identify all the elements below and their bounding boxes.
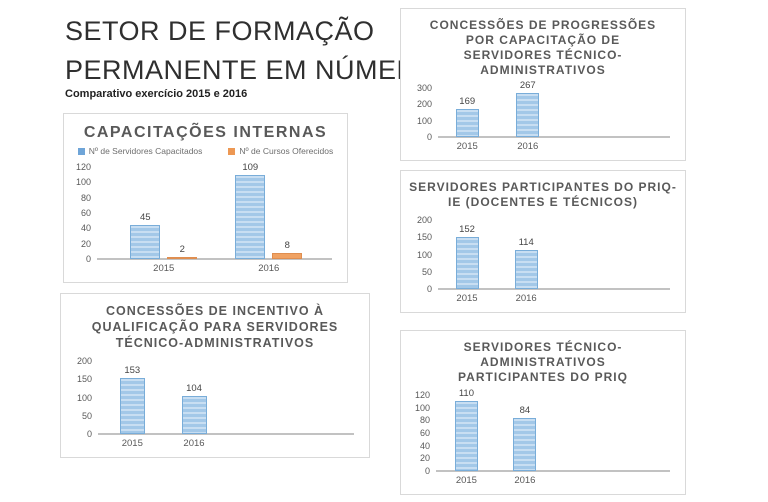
page-title: SETOR DE FORMAÇÃO PERMANENTE EM NÚMEROS [65,12,457,90]
y-axis-tick-label: 60 [419,428,430,438]
y-axis-tick-label: 100 [414,402,430,413]
bar-chart-progressoes-capacitacao: 300 200 100 0 169 2015 267 2016 [410,80,676,153]
x-axis-category-label: 2015 [121,438,143,449]
y-axis-tick-label: 100 [416,249,432,260]
page-title-line-2: PERMANENTE EM NÚMEROS [65,55,457,85]
y-axis-tick-label: 0 [426,132,432,142]
bar-value-label: 152 [459,223,475,235]
bar-value-label: 84 [519,404,531,416]
bar-2016 [513,417,537,471]
chart-title-tecnico-administrativos-priq: SERVIDORES TÉCNICO-ADMINISTRATIVOS PARTI… [458,340,628,384]
y-axis-tick-label: 60 [80,208,91,218]
y-axis-tick-label: 300 [416,83,432,93]
bar-chart-participantes-priq-ie: 200 150 100 50 0 152 2015 114 2016 [410,212,676,305]
x-axis-line [97,258,332,260]
bar-value-label: 104 [186,383,202,395]
y-axis-tick-label: 150 [416,232,432,243]
y-axis-tick-label: 80 [419,415,430,426]
y-axis-tick-label: 120 [75,162,91,172]
bar-value-label: 114 [518,236,534,248]
chart-title-capacitacoes-internas: CAPACITAÇÕES INTERNAS [83,124,328,141]
y-axis-tick-label: 0 [424,466,430,476]
y-axis-tick-label: 0 [426,284,432,294]
y-axis-tick-label: 150 [76,374,92,385]
page-title-line-1: SETOR DE FORMAÇÃO [65,16,375,46]
chart-title-incentivo-qualificacao: CONCESSÕES DE INCENTIVO À QUALIFICAÇÃO P… [91,304,339,350]
bar-value-label: 110 [458,388,474,400]
y-axis-tick-label: 80 [80,192,91,203]
x-axis-line [438,136,670,138]
y-axis-tick-label: 0 [85,254,91,264]
bar-2016 [272,252,303,259]
bar-2016 [235,175,266,259]
bar-2015 [130,224,161,259]
y-axis-tick-label: 0 [86,429,92,439]
y-axis-tick-label: 50 [81,410,92,421]
chart-box-progressoes-capacitacao: CONCESSÕES DE PROGRESSÕES POR CAPACITAÇÃ… [400,8,686,161]
legend-label: Nº de Cursos Oferecidos [239,146,334,156]
y-axis-tick-label: 100 [75,177,91,188]
x-axis-category-label: 2015 [456,293,478,304]
bar-2015 [455,109,479,137]
y-axis-tick-label: 20 [419,453,430,464]
legend-item-cursos-oferecidos: Nº de Cursos Oferecidos [228,146,333,156]
y-axis-tick-label: 200 [416,99,432,110]
y-axis-tick-label: 40 [419,440,430,451]
bar-2016 [516,93,540,137]
x-axis-category-label: 2015 [455,475,477,486]
bar-value-label: 153 [124,365,141,377]
x-axis-category-label: 2016 [258,263,280,274]
bar-value-label: 8 [284,239,290,251]
bar-2015 [454,401,478,471]
y-axis-tick-label: 100 [416,115,432,126]
chart-legend: Nº de Servidores Capacitados Nº de Curso… [71,145,340,157]
legend-swatch-orange-icon [228,147,236,155]
chart-title-progressoes-capacitacao: CONCESSÕES DE PROGRESSÕES POR CAPACITAÇÃ… [429,18,657,77]
legend-item-servidores-capacitados: Nº de Servidores Capacitados [77,146,203,156]
chart-title-participantes-priq-ie: SERVIDORES PARTICIPANTES DO PRIQ-IE (DOC… [409,180,677,209]
x-axis-line [438,288,670,290]
x-axis-category-label: 2016 [183,438,205,449]
chart-box-capacitacoes-internas: CAPACITAÇÕES INTERNAS Nº de Servidores C… [63,113,348,283]
y-axis-tick-label: 120 [414,390,430,400]
y-axis-tick-label: 20 [80,238,91,249]
bar-chart-tecnico-administrativos-priq: 120 100 80 60 40 20 0 110 2015 84 2016 [410,387,676,487]
x-axis-category-label: 2016 [515,293,537,304]
bar-2016 [514,249,538,289]
bar-2016 [181,396,207,434]
chart-box-incentivo-qualificacao: CONCESSÕES DE INCENTIVO À QUALIFICAÇÃO P… [60,293,370,458]
bar-value-label: 267 [519,80,536,92]
legend-label: Nº de Servidores Capacitados [88,146,203,156]
y-axis-tick-label: 40 [80,223,91,234]
bar-chart-incentivo-qualificacao: 200 150 100 50 0 153 2015 104 2016 [70,353,360,450]
x-axis-category-label: 2015 [153,263,175,274]
bar-value-label: 45 [139,211,151,223]
bar-2015 [455,236,479,289]
legend-swatch-blue-icon [77,147,85,155]
page-subtitle: Comparativo exercício 2015 e 2016 [65,88,248,100]
bar-value-label: 109 [242,162,259,174]
bar-chart-capacitacoes-internas: 120 100 80 60 40 20 0 45 2 2015 109 8 2016 [73,159,338,275]
y-axis-tick-label: 100 [76,392,92,403]
y-axis-tick-label: 200 [76,356,92,366]
x-axis-category-label: 2015 [456,141,478,152]
x-axis-line [98,433,354,435]
y-axis-tick-label: 200 [416,215,432,225]
bar-2015 [119,378,145,434]
y-axis-tick-label: 50 [421,266,432,277]
x-axis-category-label: 2016 [514,475,536,486]
bar-value-label: 169 [459,96,476,108]
x-axis-category-label: 2016 [517,141,539,152]
bar-2015 [167,257,198,259]
x-axis-line [436,470,670,472]
chart-box-participantes-priq-ie: SERVIDORES PARTICIPANTES DO PRIQ-IE (DOC… [400,170,686,313]
bar-value-label: 2 [179,244,185,255]
chart-box-tecnico-administrativos-priq: SERVIDORES TÉCNICO-ADMINISTRATIVOS PARTI… [400,330,686,495]
